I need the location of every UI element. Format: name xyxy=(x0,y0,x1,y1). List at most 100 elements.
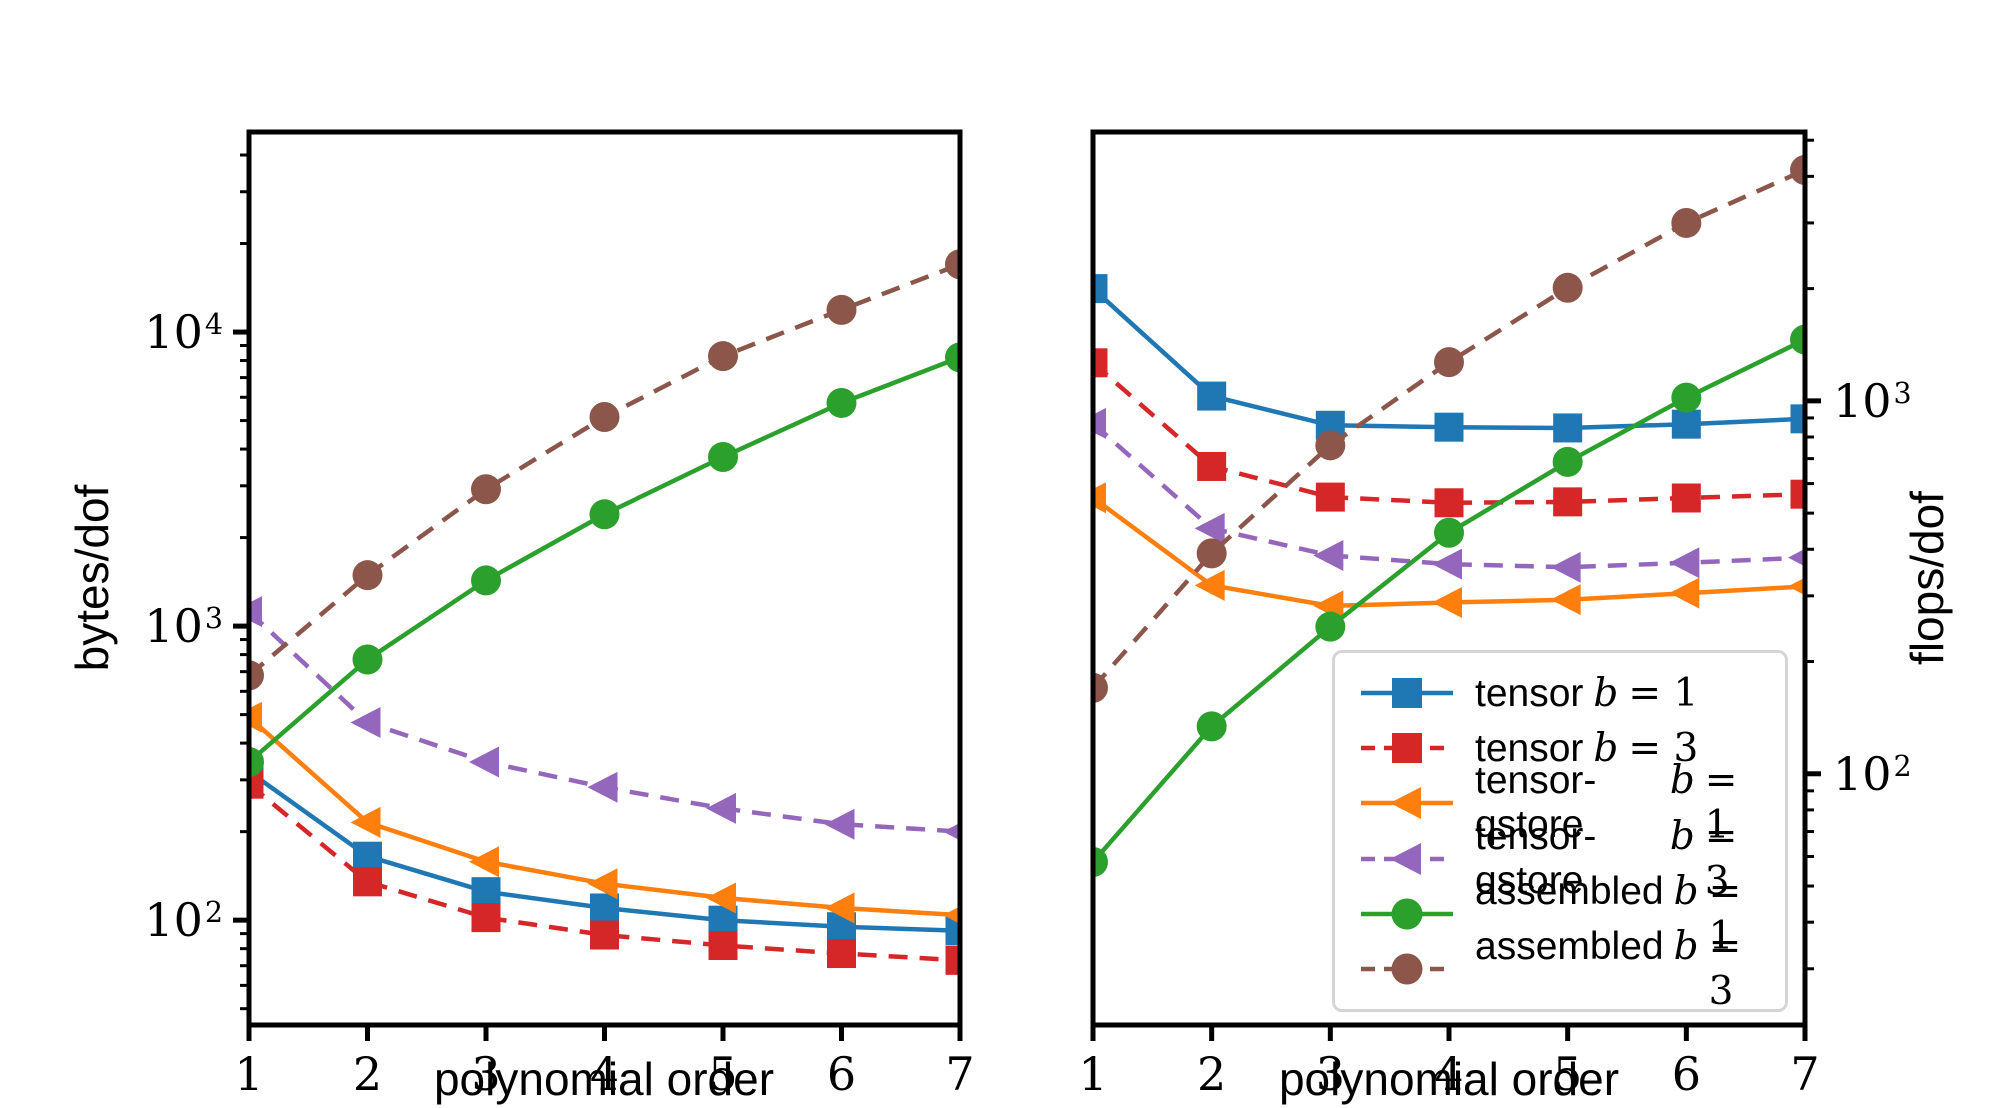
left-plot-marker-tensor-b-3-p4 xyxy=(590,920,619,950)
left-plot-marker-tensor-qstore-b-3-p3 xyxy=(469,746,499,778)
left-plot-marker-tensor-b-3-p3 xyxy=(471,903,501,933)
left-plot-xtick-label-2: 2 xyxy=(352,1047,383,1101)
left-plot-marker-assembled-b-1-p1 xyxy=(249,747,264,778)
right-plot-marker-tensor-qstore-b-1-p5 xyxy=(1550,584,1581,616)
left-plot-ytick-label-1e3: 103 xyxy=(144,599,223,654)
left-plot-marker-tensor-qstore-b-3-p7 xyxy=(943,822,960,841)
right-plot-xlabel: polynomial order xyxy=(1278,1053,1620,1105)
legend-label-tensor-b1: tensor b = 1 xyxy=(1475,670,1699,716)
left-plot-marker-tensor-b-1-p2 xyxy=(353,841,382,871)
right-plot-marker-tensor-qstore-b-3-p5 xyxy=(1550,551,1581,583)
left-plot-marker-assembled-b-1-p5 xyxy=(708,441,738,472)
left-plot-marker-tensor-b-1-p3 xyxy=(471,877,501,907)
left-plot-marker-tensor-qstore-b-1-p4 xyxy=(587,868,618,900)
right-plot-marker-tensor-qstore-b-3-p3 xyxy=(1313,539,1344,571)
right-plot-marker-tensor-qstore-b-1-p2 xyxy=(1194,569,1225,601)
left-plot-xtick-label-6: 6 xyxy=(826,1047,857,1101)
right-plot-ytick-label-1e2: 102 xyxy=(1833,746,1912,801)
left-plot-xtick-label-7: 7 xyxy=(945,1047,975,1101)
right-plot-frame xyxy=(1090,129,1808,1028)
legend-label-assembled-b1: assembled b = 1 xyxy=(1475,868,1742,959)
legend-label-tensor-qstore-b1: tensor-qstore b = 1 xyxy=(1475,758,1738,849)
right-plot-marker-assembled-b-1-p2 xyxy=(1196,711,1227,742)
right-plot-xtick-label-7: 7 xyxy=(1790,1047,1820,1101)
left-plot-marker-assembled-b-3-p7 xyxy=(945,249,960,280)
right-plot-marker-tensor-b-3-p7 xyxy=(1790,479,1805,509)
left-plot-marker-tensor-b-3-p1 xyxy=(249,769,264,799)
legend-label-assembled-b3: assembled b = 3 xyxy=(1475,923,1742,1014)
left-plot-xlabel: polynomial order xyxy=(433,1053,775,1105)
right-plot-marker-tensor-qstore-b-1-p4 xyxy=(1432,586,1462,618)
left-plot-marker-tensor-qstore-b-1-p6 xyxy=(824,892,855,924)
right-plot-marker-assembled-b-3-p4 xyxy=(1434,347,1464,378)
right-plot-xtick-label-2: 2 xyxy=(1197,1047,1227,1101)
right-plot-marker-assembled-b-3-p6 xyxy=(1671,207,1702,238)
right-plot-marker-tensor-b-1-p1 xyxy=(1093,274,1108,304)
left-plot-xtick-label-4: 4 xyxy=(589,1047,620,1101)
legend-item-tensor-qstore-b1: tensor-qstore b = 1 xyxy=(1359,758,1761,848)
left-plot-marker-assembled-b-3-p3 xyxy=(471,474,501,505)
right-plot-ytick-label-1e3: 103 xyxy=(1833,373,1912,428)
left-plot-ytick-label-1e2: 102 xyxy=(144,893,223,948)
left-plot-marker-assembled-b-1-p7 xyxy=(945,342,960,373)
right-plot-marker-tensor-qstore-b-1-p6 xyxy=(1669,577,1700,609)
legend-item-tensor-b1: tensor b = 1 xyxy=(1359,669,1761,717)
left-plot-marker-assembled-b-3-p6 xyxy=(826,294,857,325)
right-plot-marker-assembled-b-1-p1 xyxy=(1093,847,1108,877)
right-plot-xtick-label-6: 6 xyxy=(1671,1047,1701,1101)
legend-swatch-tensor-qstore-b1 xyxy=(1361,787,1453,820)
legend-marker-tensor-qstore-b-1-triangle-left-icon xyxy=(1390,787,1421,820)
right-plot-xtick-label-4: 4 xyxy=(1434,1047,1464,1101)
legend-marker-assembled-b-3-circle-icon xyxy=(1391,953,1423,985)
legend-item-tensor-b3: tensor b = 3 xyxy=(1359,724,1761,772)
left-plot-marker-assembled-b-1-p4 xyxy=(589,499,620,530)
left-plot-ytick-label-1e4: 104 xyxy=(144,305,223,360)
right-plot-series-group xyxy=(1093,155,1805,877)
left-plot-frame xyxy=(246,129,963,1028)
right-plot-marker-tensor-b-3-p1 xyxy=(1093,348,1108,378)
left-plot-marker-tensor-qstore-b-1-p2 xyxy=(350,806,381,838)
legend-marker-assembled-b-1-circle-icon xyxy=(1391,898,1423,930)
right-plot-marker-assembled-b-1-p6 xyxy=(1671,382,1702,413)
left-plot-marker-tensor-b-1-p4 xyxy=(590,893,619,923)
left-plot-marker-tensor-qstore-b-1-p1 xyxy=(249,701,262,733)
legend-item-assembled-b1: assembled b = 1 xyxy=(1359,869,1761,959)
left-plot-marker-assembled-b-1-p6 xyxy=(826,387,857,418)
right-plot-marker-tensor-b-1-p6 xyxy=(1671,409,1701,439)
right-plot-marker-assembled-b-3-p7 xyxy=(1790,155,1805,185)
right-plot-marker-tensor-qstore-b-3-p2 xyxy=(1194,512,1225,544)
right-plot-marker-assembled-b-3-p1 xyxy=(1093,672,1108,703)
legend-label-tensor-b3: tensor b = 3 xyxy=(1475,725,1699,771)
left-plot-ylabel: bytes/dof xyxy=(66,484,118,672)
left-plot-marker-tensor-qstore-b-3-p2 xyxy=(350,707,381,739)
right-plot-marker-tensor-b-3-p4 xyxy=(1434,488,1464,518)
left-plot-marker-tensor-qstore-b-3-p5 xyxy=(706,792,736,824)
left-plot-marker-assembled-b-1-p3 xyxy=(471,565,501,596)
right-plot-marker-tensor-b-3-p3 xyxy=(1315,482,1345,512)
legend-swatch-assembled-b1 xyxy=(1361,898,1453,930)
right-plot-marker-tensor-qstore-b-1-p7 xyxy=(1788,577,1805,596)
right-plot-ylabel: flops/dof xyxy=(1901,491,1953,665)
right-plot-marker-tensor-qstore-b-3-p4 xyxy=(1432,548,1462,580)
legend-label-tensor-qstore-b3: tensor-qstore b = 3 xyxy=(1475,813,1738,904)
left-plot-xtick-label-1: 1 xyxy=(234,1047,264,1101)
left-plot-marker-tensor-b-3-p6 xyxy=(827,939,856,969)
left-plot-marker-tensor-qstore-b-3-p1 xyxy=(249,596,262,628)
right-plot-xtick-label-3: 3 xyxy=(1315,1047,1345,1101)
legend-item-tensor-qstore-b3: tensor-qstore b = 3 xyxy=(1359,814,1761,904)
right-plot-marker-tensor-b-1-p2 xyxy=(1197,381,1227,411)
right-plot-marker-tensor-qstore-b-3-p6 xyxy=(1669,547,1700,579)
legend-swatch-tensor-qstore-b3 xyxy=(1361,842,1453,875)
left-plot-marker-tensor-qstore-b-3-p4 xyxy=(587,771,618,803)
right-plot-marker-assembled-b-1-p4 xyxy=(1434,517,1464,548)
legend-marker-tensor-qstore-b-3-triangle-left-icon xyxy=(1390,842,1421,875)
left-plot-marker-tensor-b-3-p2 xyxy=(353,867,382,897)
left-plot-marker-tensor-qstore-b-3-p6 xyxy=(824,808,855,840)
right-plot-marker-assembled-b-3-p2 xyxy=(1196,538,1227,569)
left-plot-marker-tensor-qstore-b-1-p5 xyxy=(706,882,736,914)
left-plot-xtick-label-3: 3 xyxy=(471,1047,501,1101)
left-plot-xtick-label-5: 5 xyxy=(708,1047,738,1101)
right-plot-marker-tensor-b-1-p7 xyxy=(1790,404,1805,434)
